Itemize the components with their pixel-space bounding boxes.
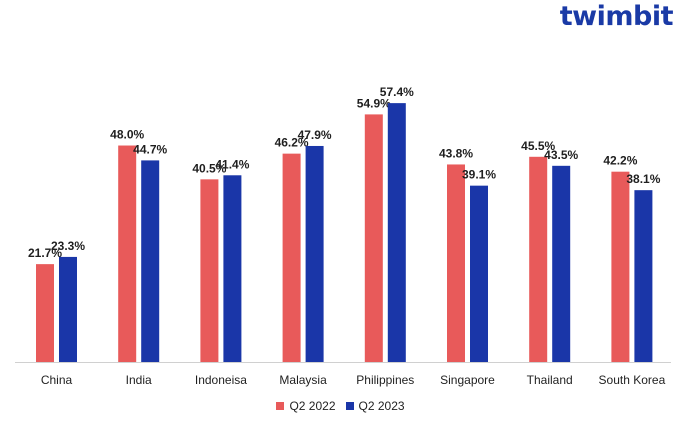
data-label-singapore-q2-2022: 43.8%: [439, 146, 473, 160]
bar-south-korea-q2-2023: [634, 190, 653, 362]
legend-label-q2-2023: Q2 2023: [358, 399, 405, 413]
category-label-singapore: Singapore: [440, 373, 495, 387]
legend-label-q2-2022: Q2 2022: [289, 399, 336, 413]
legend-swatch-q2-2023: [345, 402, 354, 410]
data-label-india-q2-2023: 44.7%: [133, 142, 167, 156]
bar-china-q2-2023: [59, 256, 77, 362]
data-label-thailand-q2-2023: 43.5%: [544, 148, 578, 162]
bar-chart: 21.7%23.3% China 48.0%44.7% India 40.5%41.4%…: [15, 85, 671, 387]
data-label-indoneisa-q2-2023: 41.4%: [215, 157, 249, 171]
bar-india-q2-2022: [118, 145, 137, 362]
data-label-philippines-q2-2023: 57.4%: [380, 85, 414, 99]
category-label-south-korea: South Korea: [599, 373, 666, 387]
bar-philippines-q2-2022: [364, 114, 383, 362]
data-label-malaysia-q2-2023: 47.9%: [298, 128, 332, 142]
category-label-china: China: [41, 373, 73, 387]
data-label-india-q2-2022: 48.0%: [110, 128, 144, 142]
twimbit-logo: twimbit: [559, 1, 674, 32]
legend-item-q2-2022: Q2 2022: [276, 399, 336, 413]
bar-malaysia-q2-2023: [305, 145, 324, 362]
data-label-china-q2-2022: 21.7%: [28, 246, 62, 260]
bar-singapore-q2-2022: [447, 164, 465, 362]
bar-thailand-q2-2023: [552, 165, 571, 362]
bar-singapore-q2-2023: [470, 185, 488, 362]
data-label-thailand-q2-2022: 45.5%: [521, 139, 555, 153]
data-label-south-korea-q2-2022: 42.2%: [603, 154, 637, 168]
data-label-indoneisa-q2-2022: 40.5%: [192, 161, 226, 175]
data-label-south-korea-q2-2023: 38.1%: [626, 172, 660, 186]
bar-thailand-q2-2022: [529, 156, 548, 362]
bar-india-q2-2023: [141, 160, 160, 362]
category-label-philippines: Philippines: [356, 373, 414, 387]
data-label-malaysia-q2-2022: 46.2%: [275, 136, 309, 150]
bar-indoneisa-q2-2022: [200, 179, 219, 362]
bar-philippines-q2-2023: [387, 103, 406, 362]
legend-item-q2-2023: Q2 2023: [345, 399, 405, 413]
chart-legend: Q2 2022 Q2 2023: [0, 399, 681, 413]
category-label-india: India: [126, 373, 152, 387]
legend-swatch-q2-2022: [276, 402, 285, 410]
bar-south-korea-q2-2022: [611, 171, 630, 362]
data-label-philippines-q2-2022: 54.9%: [357, 96, 391, 110]
data-label-china-q2-2023: 23.3%: [51, 239, 85, 253]
bar-china-q2-2022: [36, 264, 54, 362]
data-label-singapore-q2-2023: 39.1%: [462, 168, 496, 182]
category-label-malaysia: Malaysia: [279, 373, 327, 387]
bar-malaysia-q2-2022: [282, 153, 301, 362]
category-label-indoneisa: Indoneisa: [195, 373, 247, 387]
bar-indoneisa-q2-2023: [223, 175, 242, 362]
category-label-thailand: Thailand: [527, 373, 573, 387]
